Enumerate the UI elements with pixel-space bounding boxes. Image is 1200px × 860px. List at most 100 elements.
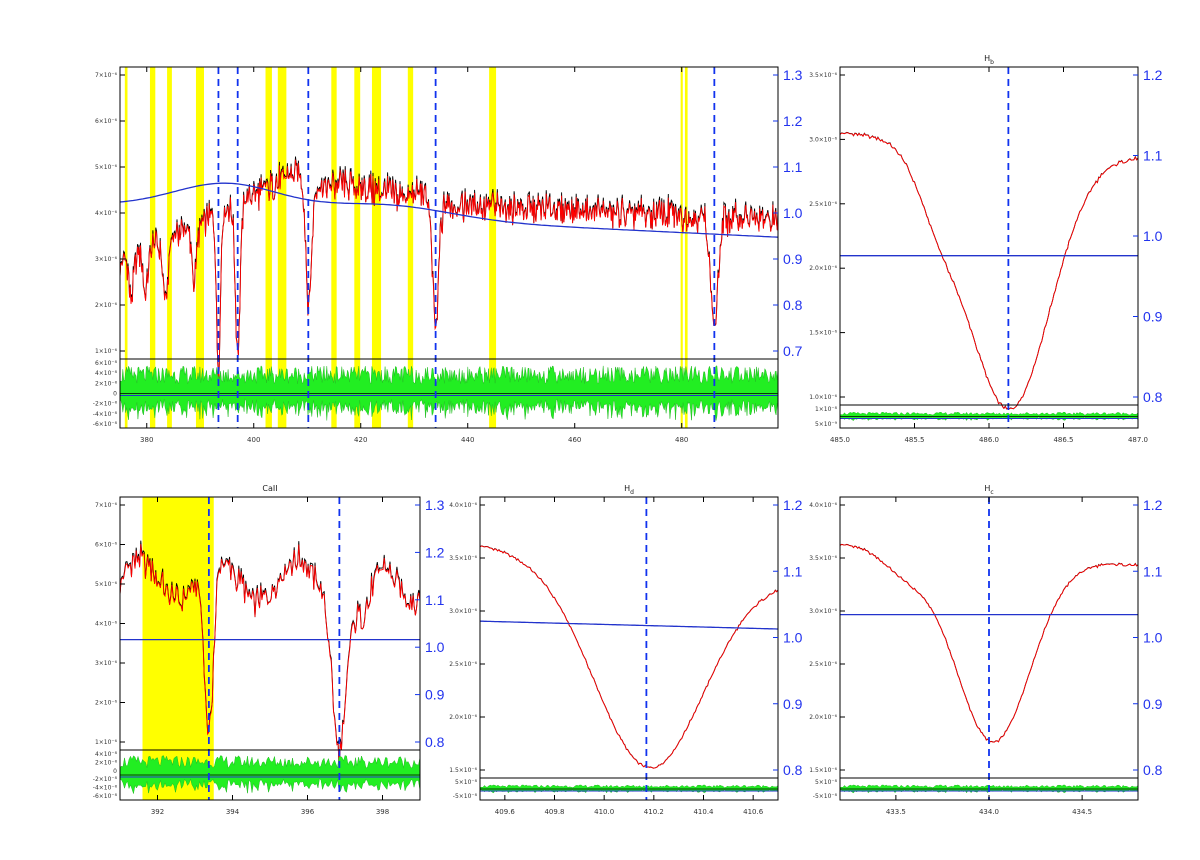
y2-tick-label: 0.8 — [783, 297, 803, 313]
y2-tick-label: 0.9 — [783, 251, 803, 267]
masked-region — [407, 67, 414, 428]
observed-spectrum-line — [480, 545, 778, 769]
residual-tick-label: 2×10⁻⁸ — [95, 380, 118, 387]
y-tick-label: 1×10⁻⁶ — [95, 348, 118, 355]
y2-tick-label: 0.8 — [425, 734, 445, 750]
response-curve-line — [120, 182, 778, 238]
masked-region — [167, 67, 172, 428]
panel-title: Hc — [984, 484, 993, 496]
y2-tick-label: 1.0 — [783, 205, 803, 221]
residual-tick-label: 0 — [113, 391, 117, 398]
masked-region — [680, 67, 683, 428]
y-tick-label: 4×10⁻⁶ — [95, 621, 118, 628]
y2-tick-label: 0.8 — [1143, 762, 1163, 778]
residual-tick-label: 5×10⁻⁹ — [815, 421, 838, 428]
y2-tick-label: 1.1 — [1143, 563, 1163, 579]
plot-area-full — [120, 67, 778, 428]
x-tick-label: 392 — [151, 808, 164, 816]
y2-tick-label: 1.2 — [783, 497, 803, 513]
y-tick-label: 2.0×10⁻⁶ — [449, 714, 477, 721]
residual-tick-label: 0 — [113, 768, 117, 775]
masked-region — [331, 67, 337, 428]
residual-tick-label: 4×10⁻⁸ — [95, 370, 118, 377]
y-tick-label: 3×10⁻⁶ — [95, 660, 118, 667]
residual-tick-label: 6×10⁻⁸ — [95, 360, 118, 367]
x-tick-label: 394 — [226, 808, 240, 816]
residual-tick-label: 1×10⁻⁸ — [815, 406, 838, 413]
y2-tick-label: 1.0 — [1143, 228, 1163, 244]
y2-tick-label: 1.2 — [425, 544, 445, 560]
masked-region — [124, 67, 128, 428]
residual-tick-label: 4×10⁻⁸ — [95, 751, 118, 758]
response-curve-line — [480, 620, 778, 630]
residual-tick-label: -4×10⁻⁸ — [93, 785, 118, 792]
plot-area-hbeta — [840, 67, 1138, 428]
y2-tick-label: 0.9 — [425, 687, 445, 703]
observed-spectrum-line — [840, 131, 1138, 410]
y2-tick-label: 1.0 — [1143, 630, 1163, 646]
y2-tick-label: 0.8 — [1143, 389, 1163, 405]
masked-region — [684, 67, 688, 428]
y2-tick-label: 0.9 — [1143, 696, 1163, 712]
y-tick-label: 2.5×10⁻⁶ — [809, 661, 837, 668]
y-tick-label: 3×10⁻⁶ — [95, 256, 118, 263]
x-tick-label: 410.4 — [693, 808, 714, 816]
plot-area-caii — [120, 497, 420, 800]
y-tick-label: 2×10⁻⁶ — [95, 302, 118, 309]
x-tick-label: 410.2 — [644, 808, 664, 816]
y-tick-label: 3.0×10⁻⁶ — [809, 608, 837, 615]
y2-tick-label: 1.1 — [783, 159, 803, 175]
y-tick-label: 5×10⁻⁶ — [95, 164, 118, 171]
residual-tick-label: -6×10⁻⁸ — [93, 421, 118, 428]
x-tick-label: 410.0 — [594, 808, 614, 816]
residual-tick-label: -6×10⁻⁸ — [93, 793, 118, 800]
panel-frame — [119, 496, 421, 801]
y-tick-label: 6×10⁻⁶ — [95, 542, 118, 549]
y-tick-label: 7×10⁻⁶ — [95, 72, 118, 79]
x-tick-label: 409.6 — [495, 808, 516, 816]
residual-tick-label: -4×10⁻⁸ — [93, 411, 118, 418]
x-tick-label: 486.5 — [1053, 436, 1073, 444]
y-tick-label: 4.0×10⁻⁶ — [449, 502, 477, 509]
panel-full: 1×10⁻⁶ 2×10⁻⁶ 3×10⁻⁶ 4×10⁻⁶ 5×10⁻⁶ 6×10⁻⁶ 7×10… — [93, 66, 803, 444]
x-tick-label: 380 — [140, 436, 153, 444]
x-tick-label: 485.0 — [830, 436, 850, 444]
y-tick-label: 1.5×10⁻⁶ — [809, 767, 837, 774]
y-tick-label: 2.0×10⁻⁶ — [809, 714, 837, 721]
x-tick-label: 400 — [247, 436, 260, 444]
x-tick-label: 433.5 — [886, 808, 906, 816]
y-tick-label: 1×10⁻⁶ — [95, 739, 118, 746]
residual-tick-label: -5×10⁻⁸ — [453, 793, 478, 800]
y-tick-label: 5×10⁻⁶ — [95, 581, 118, 588]
y-tick-label: 7×10⁻⁶ — [95, 502, 118, 509]
y-tick-label: 2.5×10⁻⁶ — [449, 661, 477, 668]
x-tick-label: 460 — [568, 436, 581, 444]
y2-tick-label: 1.0 — [425, 639, 445, 655]
x-tick-label: 440 — [461, 436, 474, 444]
panel-hbeta: 1.0×10⁻⁶ 1.5×10⁻⁶ 2.0×10⁻⁶ 2.5×10⁻⁶ 3.0×10⁻⁶… — [809, 54, 1162, 444]
x-tick-label: 420 — [354, 436, 367, 444]
y2-tick-label: 1.2 — [1143, 497, 1163, 513]
masked-region — [195, 67, 204, 428]
y-tick-label: 2×10⁻⁶ — [95, 700, 118, 707]
x-tick-label: 486.0 — [979, 436, 999, 444]
residual-tick-label: -2×10⁻⁸ — [93, 776, 118, 783]
x-tick-label: 434.0 — [979, 808, 999, 816]
masked-region — [354, 67, 361, 428]
residual-tick-label: 5×10⁻⁸ — [455, 779, 478, 786]
y2-tick-label: 0.8 — [783, 762, 803, 778]
panel-hgamma: 1.5×10⁻⁶ 2.0×10⁻⁶ 2.5×10⁻⁶ 3.0×10⁻⁶ 3.5×10⁻⁶… — [809, 484, 1162, 816]
residual-tick-label: 2×10⁻⁸ — [95, 759, 118, 766]
y2-tick-label: 0.9 — [1143, 309, 1163, 325]
x-tick-label: 434.5 — [1072, 808, 1092, 816]
x-tick-label: 480 — [675, 436, 688, 444]
y2-tick-label: 1.0 — [783, 630, 803, 646]
y-tick-label: 4×10⁻⁶ — [95, 210, 118, 217]
model-spectrum-line — [840, 132, 1138, 410]
x-tick-label: 485.5 — [904, 436, 924, 444]
y-tick-label: 3.0×10⁻⁶ — [809, 136, 837, 143]
panel-frame — [119, 66, 779, 429]
y-tick-label: 3.5×10⁻⁶ — [809, 555, 837, 562]
model-spectrum-line — [120, 159, 778, 386]
masked-region — [265, 67, 272, 428]
